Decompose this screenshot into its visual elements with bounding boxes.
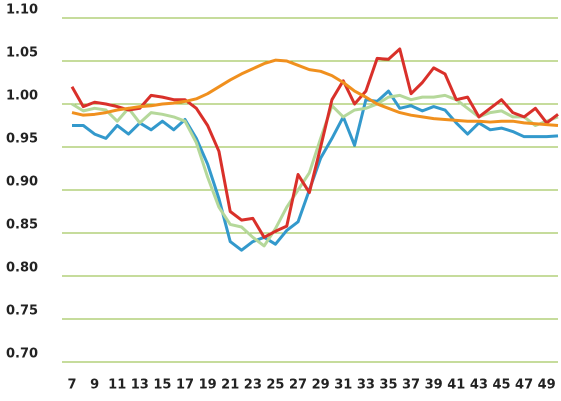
y-tick-label: 1.10 [6, 3, 38, 18]
y-tick-label: 1.00 [6, 89, 38, 104]
x-tick-label: 41 [447, 378, 465, 393]
y-tick-label: 0.90 [6, 175, 38, 190]
x-tick-label: 25 [266, 378, 284, 393]
y-tick-label: 0.85 [6, 218, 38, 233]
y-tick-label: 0.70 [6, 347, 38, 362]
x-tick-label: 27 [289, 378, 307, 393]
x-tick-label: 45 [492, 378, 510, 393]
x-tick-label: 35 [379, 378, 397, 393]
x-tick-label: 39 [425, 378, 443, 393]
x-tick-label: 17 [176, 378, 194, 393]
x-tick-label: 29 [312, 378, 330, 393]
x-tick-label: 31 [334, 378, 352, 393]
x-tick-label: 21 [221, 378, 239, 393]
y-tick-label: 0.95 [6, 132, 38, 147]
y-tick-label: 1.05 [6, 46, 38, 61]
series-line [70, 47, 559, 239]
x-tick-label: 7 [67, 378, 76, 393]
x-tick-label: 37 [402, 378, 420, 393]
x-tick-label: 19 [199, 378, 217, 393]
x-tick-label: 47 [515, 378, 533, 393]
y-tick-label: 0.80 [6, 261, 38, 276]
x-tick-label: 11 [108, 378, 126, 393]
x-tick-label: 9 [90, 378, 99, 393]
series-line [71, 58, 559, 127]
x-tick-label: 49 [538, 378, 556, 393]
x-tick-label: 13 [131, 378, 149, 393]
y-tick-label: 0.75 [6, 304, 38, 319]
x-tick-label: 43 [470, 378, 488, 393]
x-tick-label: 15 [153, 378, 171, 393]
x-tick-label: 23 [244, 378, 262, 393]
x-tick-label: 33 [357, 378, 375, 393]
